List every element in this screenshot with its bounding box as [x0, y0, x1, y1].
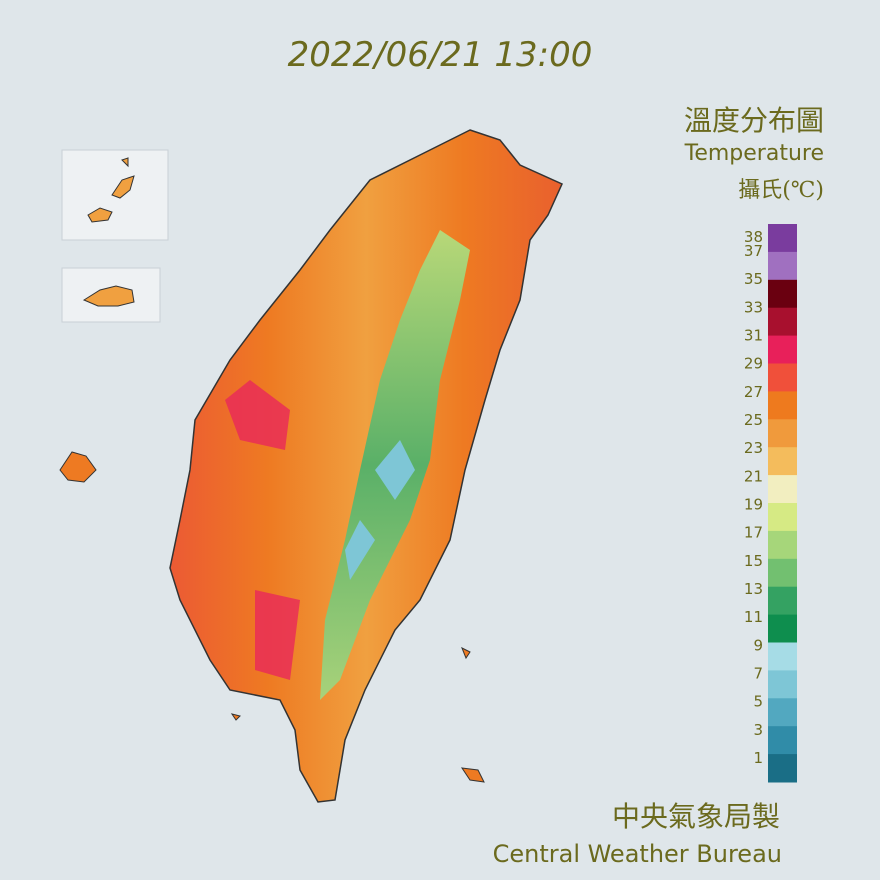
legend-tick-label: 33	[744, 298, 763, 316]
legend-tick-label: 7	[753, 665, 763, 683]
legend-tick-label: 1	[753, 749, 763, 767]
legend-swatch	[768, 335, 797, 364]
legend-tick-label: 27	[744, 383, 763, 401]
legend-swatch	[768, 224, 797, 253]
legend-tick-label: 37	[744, 242, 763, 260]
legend-swatch	[768, 530, 797, 560]
small-islands	[230, 646, 485, 783]
legend-tick-label: 29	[744, 355, 763, 373]
legend-swatch	[768, 363, 797, 392]
legend-tick-label: 23	[744, 439, 763, 457]
legend-swatch	[768, 475, 797, 504]
legend-tick-label: 15	[744, 552, 763, 570]
legend-tick-label: 21	[744, 467, 763, 485]
legend-swatch	[768, 670, 797, 699]
legend-tick-label: 25	[744, 411, 763, 429]
legend-swatch	[768, 279, 797, 309]
legend-swatch	[768, 726, 797, 755]
legend-swatch	[768, 558, 797, 588]
legend-tick-label: 31	[744, 327, 763, 345]
penghu-islands	[59, 451, 97, 483]
legend-swatch	[768, 503, 797, 532]
cold-zone	[345, 440, 415, 580]
legend-tick-label: 17	[744, 524, 763, 542]
legend-swatch	[768, 419, 797, 448]
legend-title: 溫度分布圖	[684, 104, 824, 137]
footer-agency: 中央氣象局製	[612, 800, 780, 833]
legend-swatch	[768, 251, 797, 281]
legend-tick-label: 13	[744, 580, 763, 598]
legend-tick-label: 3	[753, 721, 763, 739]
legend-swatch	[768, 307, 797, 337]
legend-tick-label: 19	[744, 496, 763, 514]
legend-swatch	[768, 754, 797, 783]
legend-subtitle: Temperature	[684, 141, 824, 166]
inset-islands	[82, 285, 135, 307]
inset-islands	[87, 157, 135, 223]
legend-tick-label: 5	[753, 693, 763, 711]
legend-swatch	[768, 447, 797, 476]
legend-tick-label: 35	[744, 270, 763, 288]
legend-unit: 攝氏(℃)	[738, 178, 824, 203]
legend-swatch	[768, 391, 797, 420]
legend-swatch	[768, 586, 797, 616]
footer-agency-en: Central Weather Bureau	[493, 840, 782, 868]
legend-tick-label: 11	[744, 608, 763, 626]
legend-swatch	[768, 614, 797, 643]
legend-swatch	[768, 698, 797, 727]
timestamp: 2022/06/21 13:00	[288, 35, 593, 75]
hot-zone	[225, 380, 300, 680]
legend-swatch	[768, 642, 797, 671]
legend-tick-label: 38	[744, 228, 763, 246]
legend-tick-label: 9	[753, 636, 763, 654]
